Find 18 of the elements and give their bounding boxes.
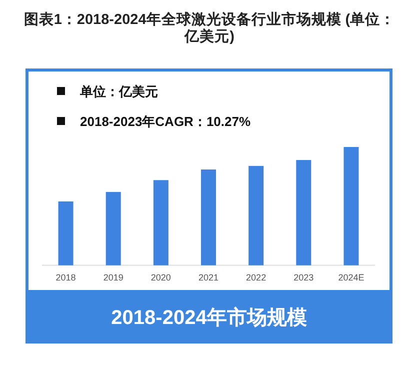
x-tick-label: 2023 bbox=[294, 272, 314, 282]
bar bbox=[296, 160, 312, 266]
x-tick-label: 2022 bbox=[246, 272, 266, 282]
x-tick-label: 2018 bbox=[56, 272, 76, 282]
chart-title: 图表1：2018-2024年全球激光设备行业市场规模 (单位：亿美元) bbox=[24, 10, 396, 45]
bar bbox=[344, 147, 359, 266]
text: 2018-2023年CAGR：10.27% bbox=[80, 114, 251, 129]
bar bbox=[248, 166, 264, 266]
x-tick-label: 2019 bbox=[103, 272, 124, 282]
text: 2018-2024年市场规模 bbox=[111, 306, 307, 329]
bar bbox=[153, 180, 168, 266]
bar bbox=[106, 192, 121, 266]
x-tick-label: 2020 bbox=[150, 272, 171, 282]
bar bbox=[58, 201, 74, 266]
x-tick-label: 2021 bbox=[198, 272, 219, 282]
text: 单位：亿美元 bbox=[79, 84, 158, 99]
bar bbox=[201, 169, 216, 266]
x-tick-label: 2024E bbox=[338, 272, 364, 282]
